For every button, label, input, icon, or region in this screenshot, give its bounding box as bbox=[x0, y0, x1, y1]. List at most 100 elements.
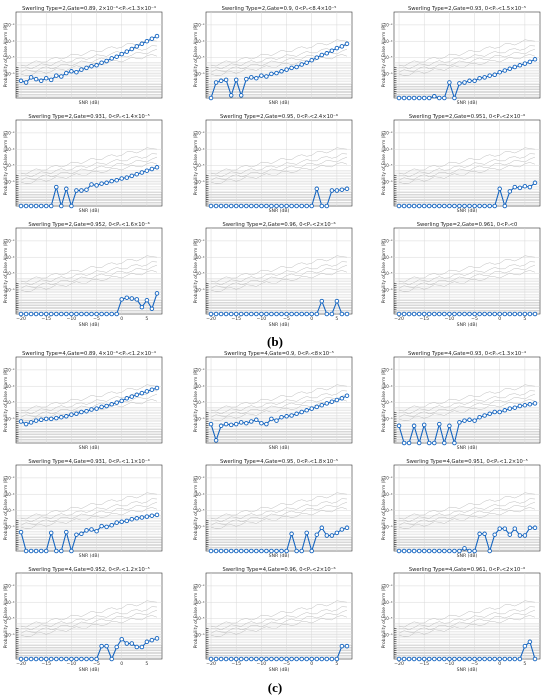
data-point bbox=[84, 65, 89, 71]
y-tick-label: 10⁻⁵ bbox=[196, 400, 205, 405]
reference-trace bbox=[398, 54, 536, 77]
reference-trace bbox=[398, 153, 536, 177]
y-axis-label: Probability of False Alarm (Pf) bbox=[193, 367, 199, 432]
data-point bbox=[457, 311, 462, 317]
reference-trace bbox=[20, 600, 158, 628]
data-point bbox=[218, 311, 224, 317]
data-point bbox=[319, 656, 325, 662]
y-tick-label: 10⁻³ bbox=[6, 239, 15, 244]
x-tick-label: −15 bbox=[419, 316, 429, 322]
series-line bbox=[20, 387, 158, 425]
data-point bbox=[517, 533, 523, 538]
data-point bbox=[89, 182, 94, 187]
y-tick-label: 10⁻⁵ bbox=[6, 616, 15, 621]
data-point bbox=[38, 656, 44, 662]
data-point bbox=[43, 311, 49, 317]
data-point bbox=[299, 548, 304, 554]
x-tick-label: −10 bbox=[67, 316, 77, 322]
data-point bbox=[43, 656, 49, 662]
data-point bbox=[129, 516, 135, 522]
data-point bbox=[406, 311, 412, 317]
y-tick-label: 10⁻⁴ bbox=[384, 147, 393, 152]
x-tick-label: −10 bbox=[445, 316, 455, 322]
data-point bbox=[259, 548, 264, 554]
data-point bbox=[114, 520, 119, 525]
data-point bbox=[28, 656, 34, 662]
y-tick-label: 10⁻³ bbox=[384, 368, 393, 373]
series-line bbox=[399, 640, 536, 660]
x-tick-label: −15 bbox=[41, 661, 51, 667]
data-point bbox=[244, 76, 249, 82]
data-point bbox=[79, 67, 84, 72]
subplot-c-7: Swerling Type=4,Gate=0.952, 0<Pₙ<1.2×10⁻… bbox=[3, 567, 163, 673]
data-point bbox=[314, 186, 320, 192]
data-point bbox=[244, 548, 249, 554]
y-tick-label: 10⁻⁶ bbox=[384, 525, 393, 530]
subplot-title: Swerling Type=2,Gate=0.961, 0<Pₙ<0 bbox=[417, 222, 518, 228]
data-point bbox=[94, 656, 99, 662]
subplot-b-6: Swerling Type=2,Gate=0.951, 0<Pₙ<2×10⁻⁶ 1… bbox=[381, 114, 541, 214]
data-point bbox=[472, 656, 477, 662]
data-point bbox=[447, 80, 452, 85]
data-point bbox=[154, 33, 160, 39]
data-point bbox=[279, 311, 284, 317]
data-point bbox=[304, 203, 309, 209]
reference-trace bbox=[20, 270, 158, 293]
data-point bbox=[249, 203, 254, 209]
data-point bbox=[421, 95, 427, 101]
reference-trace bbox=[210, 156, 348, 181]
y-tick-label: 10⁻⁴ bbox=[196, 255, 205, 260]
y-axis-label: Probability of False Alarm (Pf) bbox=[381, 475, 387, 540]
data-point bbox=[462, 311, 467, 317]
data-point bbox=[406, 656, 412, 662]
data-point bbox=[149, 166, 155, 172]
data-point bbox=[522, 402, 528, 408]
data-point bbox=[497, 656, 502, 662]
axes-frame bbox=[205, 572, 353, 660]
data-point bbox=[442, 95, 447, 101]
y-tick-label: 10⁻⁴ bbox=[196, 147, 205, 152]
data-point bbox=[492, 532, 497, 537]
series-line bbox=[211, 186, 348, 207]
data-point bbox=[527, 639, 533, 645]
data-point bbox=[324, 401, 330, 406]
data-point bbox=[284, 656, 289, 662]
data-point bbox=[421, 656, 427, 662]
data-point bbox=[487, 656, 492, 662]
data-point bbox=[284, 311, 289, 317]
data-point bbox=[154, 636, 160, 641]
data-point bbox=[28, 420, 34, 425]
x-axis-label: SNR (dB) bbox=[79, 445, 100, 451]
data-point bbox=[269, 548, 274, 554]
y-axis-label: Probability of False Alarm (Pf) bbox=[381, 238, 387, 303]
reference-trace bbox=[398, 615, 536, 638]
data-point bbox=[324, 311, 330, 317]
x-axis-label: SNR (dB) bbox=[269, 445, 290, 451]
reference-trace bbox=[398, 492, 536, 520]
data-point bbox=[314, 311, 320, 317]
data-point bbox=[507, 66, 513, 72]
data-point bbox=[274, 311, 279, 317]
data-point bbox=[482, 656, 487, 662]
reference-trace bbox=[20, 393, 158, 418]
data-point bbox=[487, 311, 492, 317]
data-point bbox=[334, 397, 340, 403]
data-point bbox=[457, 656, 462, 662]
data-point bbox=[401, 656, 407, 662]
reference-trace bbox=[398, 39, 536, 67]
data-point bbox=[344, 311, 350, 317]
reference-trace bbox=[210, 261, 348, 285]
data-point bbox=[304, 530, 309, 536]
data-point bbox=[447, 656, 452, 662]
data-point bbox=[33, 76, 39, 82]
data-point bbox=[54, 184, 59, 190]
data-point bbox=[344, 525, 350, 531]
subplot-title: Swerling Type=4,Gate=0.931, 0<Pₙ<1.1×10⁻… bbox=[28, 459, 149, 465]
series-line bbox=[398, 402, 536, 446]
data-point bbox=[482, 413, 487, 418]
data-point bbox=[218, 548, 224, 554]
data-point bbox=[59, 74, 64, 79]
data-point bbox=[344, 41, 350, 47]
y-tick-label: 10⁻⁶ bbox=[384, 288, 393, 293]
data-point bbox=[344, 186, 350, 192]
